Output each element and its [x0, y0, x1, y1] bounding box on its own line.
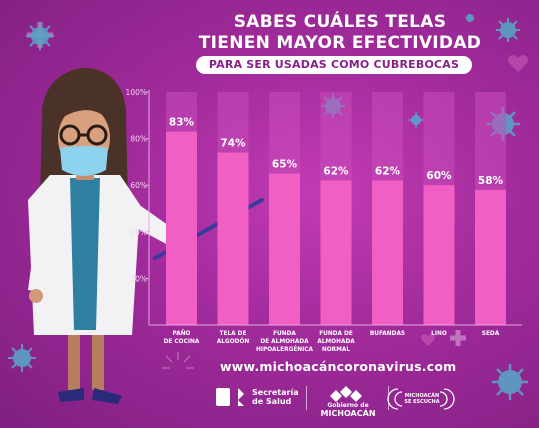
footer-url[interactable]: www.michoacáncoronavirus.com [220, 359, 457, 374]
logo-escucha-line2: SE ESCUCHA [404, 399, 440, 405]
logo-secretaria-line2: de Salud [252, 397, 292, 406]
category-label: DE COCINA [164, 339, 200, 345]
category-label: FUNDA DE [319, 331, 353, 337]
category-label: DE ALMOHADA [260, 339, 309, 345]
bar-value-label: 65% [272, 159, 298, 171]
heart-decor-icon [507, 55, 529, 72]
category-label: LINO [431, 331, 447, 337]
bar [372, 180, 403, 325]
spark-decor [165, 355, 173, 363]
bar-value-label: 83% [169, 117, 195, 129]
y-tick-label: 60% [130, 181, 147, 190]
virus-icon [492, 364, 528, 400]
bar [269, 173, 300, 325]
bar-value-label: 60% [426, 170, 452, 182]
category-label: PAÑO [173, 330, 191, 337]
logo-divider [306, 386, 307, 410]
logo-divider [388, 386, 389, 410]
category-label: TELA DE [220, 331, 247, 337]
bar-value-label: 62% [375, 166, 401, 178]
category-label: NORMAL [322, 347, 350, 353]
virus-icon [466, 14, 474, 22]
y-tick-label: 40% [130, 228, 147, 237]
logo-gobierno: Gobierno de MICHOACÁN [318, 402, 378, 418]
virus-icon [408, 112, 424, 128]
category-label: HIPOALERGÉNICA [256, 345, 314, 353]
y-tick-label: 20% [130, 274, 147, 283]
plus-decor-icon [450, 330, 466, 346]
heading-line1: SABES CUÁLES TELAS [233, 12, 447, 32]
spark-decor [183, 355, 191, 363]
logo-secretaria-line1: Secretaría [252, 388, 299, 397]
virus-icon [8, 344, 36, 372]
logo-secretaria-salud: Secretaría de Salud [252, 388, 299, 406]
category-label: ALGODÓN [217, 338, 250, 345]
heart-decor-icon [421, 334, 435, 346]
bar-value-label: 58% [478, 175, 504, 187]
category-label: SEDA [482, 331, 500, 337]
bar [217, 152, 249, 325]
bar [166, 131, 197, 325]
bar [320, 180, 352, 325]
virus-icon [496, 18, 520, 42]
bar-value-label: 74% [220, 138, 246, 150]
y-tick-label: 100% [126, 88, 147, 97]
bar-value-label: 62% [323, 166, 349, 178]
logo-escucha-line1: MICHOACÁN [404, 393, 440, 399]
logo-gobierno-line2: MICHOACÁN [320, 409, 376, 418]
heading-subtitle: PARA SER USADAS COMO CUBREBOCAS [196, 56, 472, 74]
bar [423, 185, 455, 325]
bar [475, 189, 506, 325]
category-label: ALMOHADA [317, 339, 355, 345]
logo-michoacan-escucha: MICHOACÁN SE ESCUCHA [404, 393, 440, 405]
virus-icon [26, 22, 54, 50]
category-label: BUFANDAS [370, 331, 405, 337]
category-label: FUNDA [273, 331, 296, 337]
heading-line2: TIENEN MAYOR EFECTIVIDAD [198, 33, 482, 53]
logo-gobierno-line1: Gobierno de [327, 402, 369, 409]
y-tick-label: 80% [130, 135, 147, 144]
